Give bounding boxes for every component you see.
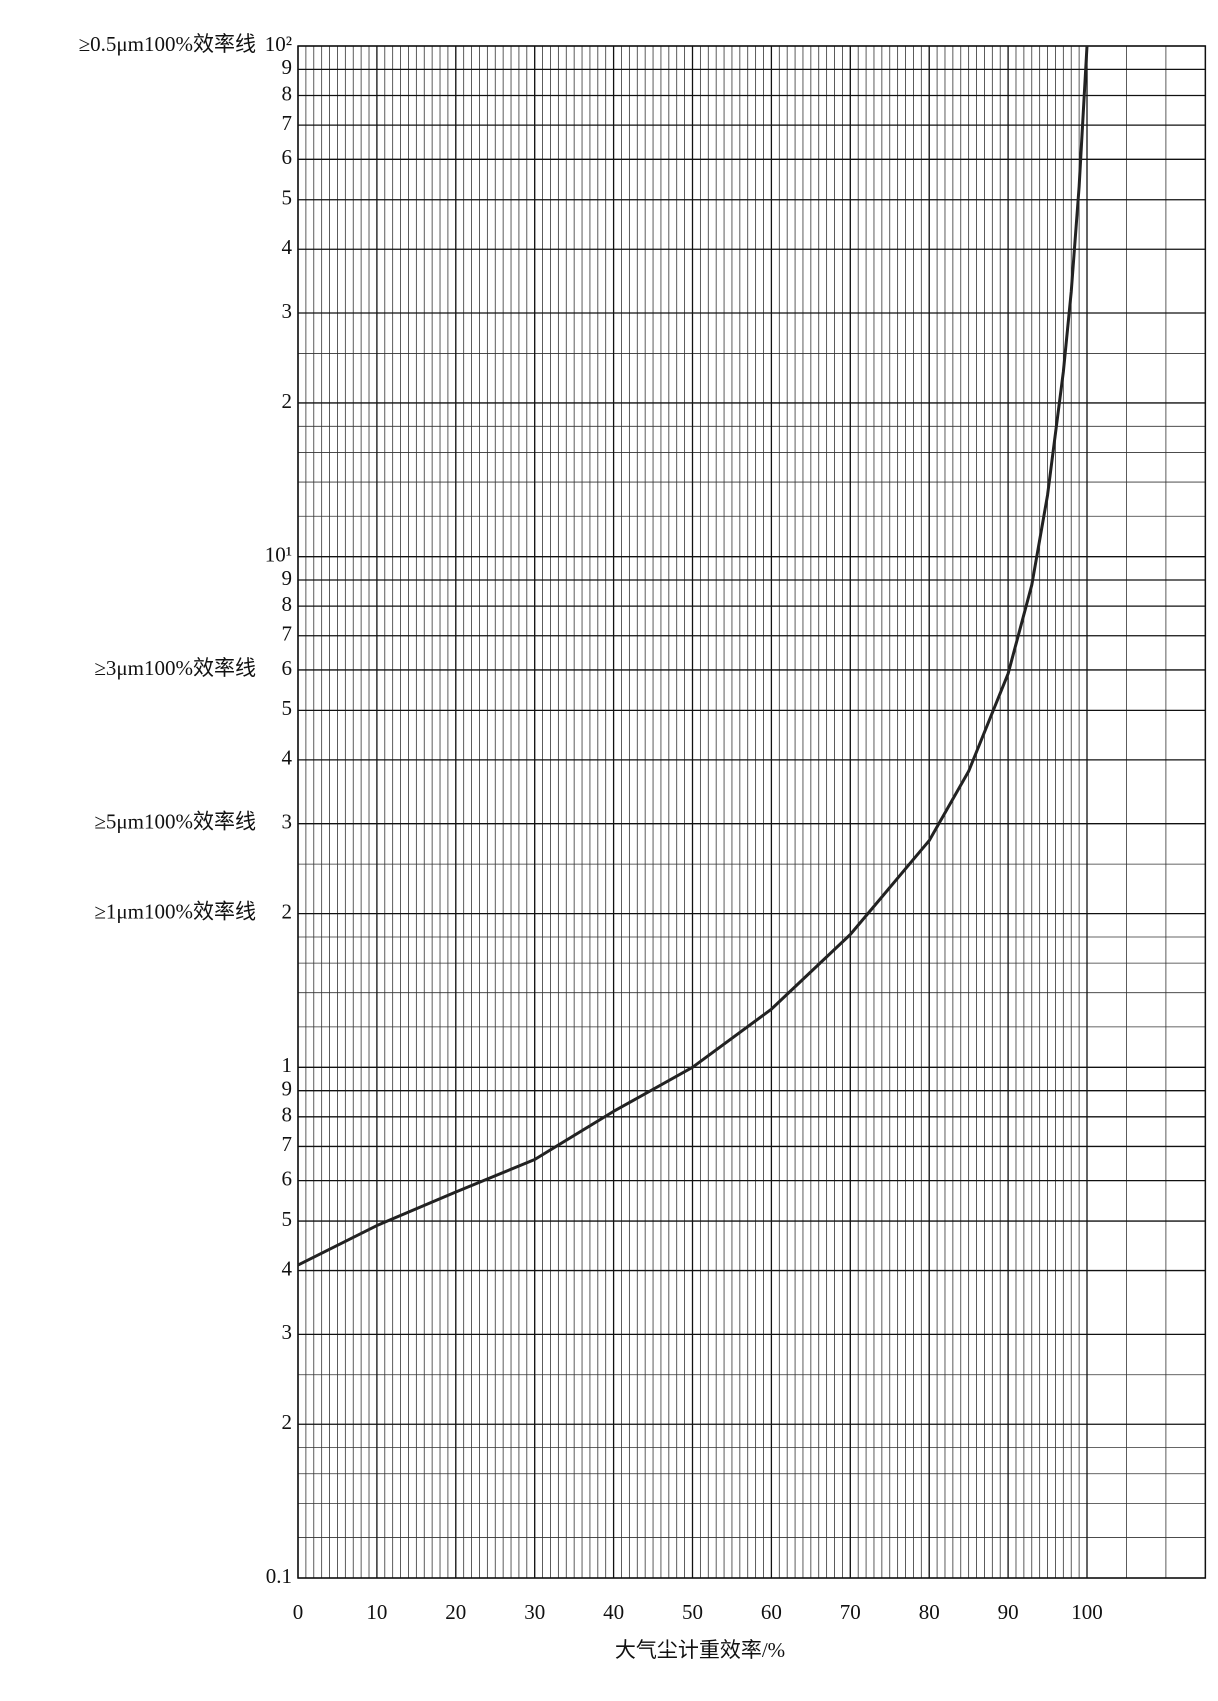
y-tick-label: 9 — [282, 1077, 293, 1101]
x-tick-label: 20 — [445, 1600, 466, 1624]
annotation: ≥3μm100%效率线 — [94, 656, 256, 680]
y-tick-label: 8 — [282, 592, 293, 616]
x-tick-label: 10 — [366, 1600, 387, 1624]
y-tick-label: 5 — [282, 1207, 293, 1231]
x-tick-label: 70 — [840, 1600, 861, 1624]
y-tick-label: 8 — [282, 81, 293, 105]
y-tick-label: 4 — [282, 746, 293, 770]
y-tick-label: 6 — [282, 656, 293, 680]
x-tick-label: 50 — [682, 1600, 703, 1624]
y-tick-label: 3 — [282, 809, 293, 833]
y-tick-label: 6 — [282, 1166, 293, 1190]
y-tick-label: 7 — [282, 622, 293, 646]
y-tick-label: 2 — [282, 389, 293, 413]
x-tick-label: 90 — [998, 1600, 1019, 1624]
x-tick-label: 100 — [1071, 1600, 1103, 1624]
y-tick-label: 10¹ — [265, 542, 292, 566]
y-tick-label: 1 — [282, 1053, 293, 1077]
y-tick-label: 9 — [282, 566, 293, 590]
y-tick-label: 2 — [282, 899, 293, 923]
y-tick-label: 0.1 — [266, 1564, 292, 1588]
y-tick-label: 6 — [282, 145, 293, 169]
annotation: ≥0.5μm100%效率线 — [79, 32, 256, 56]
x-tick-label: 60 — [761, 1600, 782, 1624]
curve — [297, 45, 1089, 1267]
annotation: ≥5μm100%效率线 — [94, 809, 256, 833]
y-tick-label: 5 — [282, 186, 293, 210]
y-tick-label: 5 — [282, 696, 293, 720]
x-tick-label: 40 — [603, 1600, 624, 1624]
y-tick-label: 4 — [282, 235, 293, 259]
x-tick-label: 0 — [293, 1600, 304, 1624]
x-tick-label: 30 — [524, 1600, 545, 1624]
x-axis-title: 大气尘计重效率/% — [615, 1638, 785, 1662]
plot-frame — [297, 45, 1207, 1579]
y-tick-label: 3 — [282, 1320, 293, 1344]
y-tick-label: 7 — [282, 111, 293, 135]
y-tick-label: 2 — [282, 1410, 293, 1434]
annotation: ≥1μm100%效率线 — [94, 899, 256, 923]
x-tick-label: 80 — [919, 1600, 940, 1624]
y-tick-label: 9 — [282, 55, 293, 79]
y-tick-label: 8 — [282, 1103, 293, 1127]
y-tick-label: 4 — [282, 1256, 293, 1280]
y-tick-label: 7 — [282, 1132, 293, 1156]
y-tick-label: 10² — [265, 32, 292, 56]
y-tick-label: 3 — [282, 299, 293, 323]
